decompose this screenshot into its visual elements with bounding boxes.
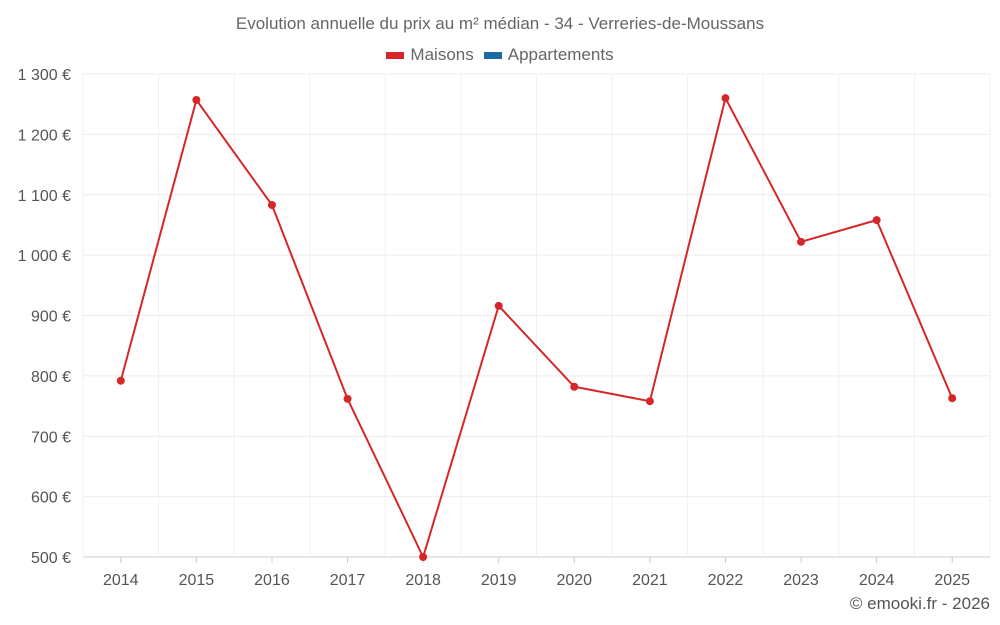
- data-point: [116, 376, 125, 385]
- data-point: [872, 216, 881, 225]
- data-point: [948, 394, 957, 403]
- legend-item-maisons[interactable]: Maisons: [386, 45, 474, 65]
- y-tick-label: 700 €: [31, 429, 71, 446]
- y-tick-label: 900 €: [31, 309, 71, 326]
- x-tick-label: 2024: [859, 572, 895, 589]
- y-tick-label: 1 100 €: [18, 188, 71, 205]
- data-point: [419, 553, 428, 561]
- y-tick-label: 1 300 €: [18, 67, 71, 84]
- data-point: [267, 201, 276, 210]
- legend: Maisons Appartements: [0, 45, 1000, 65]
- y-tick-label: 1 200 €: [18, 127, 71, 144]
- chart-title: Evolution annuelle du prix au m² médian …: [235, 14, 765, 33]
- data-point: [343, 394, 352, 403]
- data-point: [645, 397, 654, 406]
- x-tick-label: 2017: [330, 572, 366, 589]
- legend-label: Maisons: [410, 45, 474, 64]
- series-line-maisons: [119, 95, 954, 560]
- data-point: [797, 237, 806, 246]
- x-tick-label: 2014: [103, 572, 139, 589]
- x-tick-label: 2018: [405, 572, 441, 589]
- legend-swatch-maisons: [386, 51, 405, 59]
- x-tick-label: 2019: [481, 572, 517, 589]
- data-point: [721, 94, 730, 103]
- y-tick-label: 600 €: [31, 490, 71, 507]
- legend-label: Appartements: [507, 45, 614, 64]
- y-tick-label: 500 €: [31, 550, 71, 567]
- y-tick-label: 1 000 €: [18, 248, 71, 265]
- legend-item-appartements[interactable]: Appartements: [483, 45, 614, 65]
- legend-swatch-appartements: [483, 51, 502, 59]
- data-point: [494, 301, 503, 310]
- data-point: [570, 382, 579, 391]
- x-tick-label: 2021: [632, 572, 668, 589]
- credit: © emooki.fr - 2026: [849, 594, 990, 613]
- x-tick-label: 2015: [179, 572, 215, 589]
- x-tick-label: 2016: [254, 572, 290, 589]
- y-tick-label: 800 €: [31, 369, 71, 386]
- x-tick-label: 2022: [708, 572, 744, 589]
- x-tick-label: 2025: [934, 572, 970, 589]
- data-point: [192, 95, 201, 104]
- x-tick-label: 2023: [783, 572, 819, 589]
- x-tick-label: 2020: [556, 572, 592, 589]
